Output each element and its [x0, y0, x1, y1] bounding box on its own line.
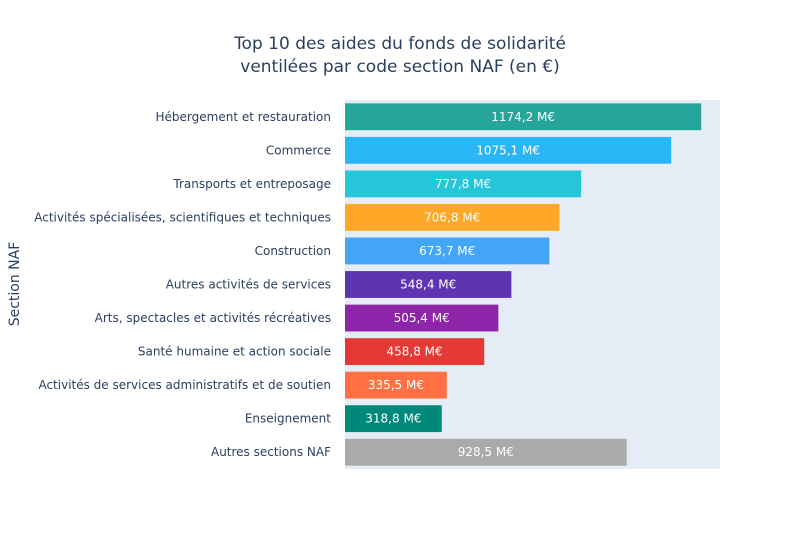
data-label: 1174,2 M€	[491, 110, 555, 124]
category-tick-label: Santé humaine et action sociale	[138, 345, 331, 359]
bar	[345, 371, 447, 399]
category-labels: Hébergement et restauration Commerce Trans…	[34, 110, 331, 459]
category-tick-label: Activités spécialisées, scientifiques et…	[34, 210, 331, 224]
data-label: 1075,1 M€	[476, 143, 540, 157]
data-label: 777,8 M€	[435, 177, 491, 191]
bar	[345, 136, 672, 164]
data-label: 458,8 M€	[387, 345, 443, 359]
category-tick-label: Arts, spectacles et activités récréative…	[95, 311, 331, 325]
category-tick-label: Transports et entreposage	[172, 177, 331, 191]
bar	[345, 304, 499, 332]
data-label: 335,5 M€	[368, 378, 424, 392]
data-label: 706,8 M€	[424, 210, 480, 224]
bar	[345, 170, 581, 198]
data-label: 318,8 M€	[365, 412, 421, 426]
bar	[345, 271, 512, 298]
category-tick-label: Hébergement et restauration	[156, 110, 331, 124]
bar	[345, 203, 560, 231]
value-labels: 1174,2 M€ 1075,1 M€ 777,8 M€ 706,8 M€ 673,7 …	[365, 110, 555, 459]
bar	[345, 103, 702, 131]
chart-title: Top 10 des aides du fonds de solidarité …	[0, 33, 800, 79]
category-tick-label: Activités de services administratifs et …	[38, 378, 331, 392]
bar	[345, 237, 550, 265]
data-label: 928,5 M€	[458, 445, 514, 459]
bar	[345, 438, 627, 466]
bars-group	[345, 103, 702, 466]
category-tick-label: Construction	[255, 244, 331, 258]
category-tick-label: Autres sections NAF	[211, 445, 331, 459]
data-label: 673,7 M€	[419, 244, 475, 258]
data-label: 548,4 M€	[400, 278, 456, 292]
data-label: 505,4 M€	[394, 311, 450, 325]
chart-title-line-1: Top 10 des aides du fonds de solidarité	[234, 34, 566, 54]
chart-title-line-2: ventilées par code section NAF (en €)	[240, 57, 560, 77]
y-axis-title: Section NAF	[7, 242, 23, 327]
bar	[345, 405, 442, 433]
category-tick-label: Enseignement	[245, 412, 331, 426]
category-tick-label: Commerce	[266, 143, 331, 157]
bar	[345, 338, 485, 366]
category-tick-label: Autres activités de services	[166, 278, 331, 292]
